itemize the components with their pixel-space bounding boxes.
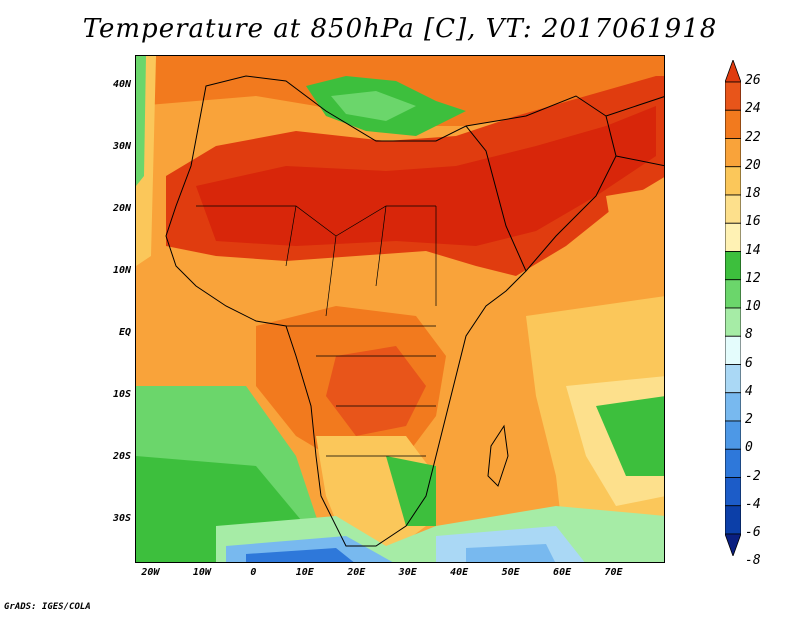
colorbar-tick-label: 12	[745, 270, 761, 286]
colorbar-tick-label: 4	[745, 383, 753, 399]
colorbar-tick-label: -4	[745, 496, 761, 512]
lon-tick-label: 30E	[398, 567, 417, 578]
lon-tick-label: 50E	[501, 567, 520, 578]
colorbar-tick-label: 26	[745, 73, 761, 88]
colorbar-swatch	[725, 335, 741, 365]
colorbar-swatch	[725, 477, 741, 507]
colorbar-tick-label: -2	[745, 468, 761, 484]
temperature-map	[135, 55, 665, 563]
colorbar-swatch	[725, 364, 741, 394]
colorbar-swatch	[725, 166, 741, 196]
arabia-coastline	[465, 95, 617, 272]
colorbar-swatch	[725, 81, 741, 111]
colorbar-swatch	[725, 194, 741, 224]
colorbar-swatch	[725, 420, 741, 450]
colorbar	[725, 60, 741, 556]
colorbar-tick-label: 22	[745, 129, 761, 145]
africa-coastline	[165, 75, 527, 547]
colorbar-tick-label: 18	[745, 186, 761, 201]
colorbar-swatch	[725, 448, 741, 478]
lon-tick-label: 10E	[295, 567, 314, 578]
lat-tick-label: EQ	[118, 326, 131, 338]
lon-tick-label: 20E	[347, 567, 366, 578]
colorbar-tick-label: 0	[745, 440, 753, 456]
colorbar-swatch	[725, 392, 741, 422]
colorbar-tick-label: 20	[745, 157, 761, 173]
footer-credit: GrADS: IGES/COLA	[4, 602, 91, 612]
colorbar-tick-label: 6	[745, 355, 753, 371]
colorbar-tick-label: 10	[745, 299, 761, 314]
colorbar-swatch	[725, 307, 741, 337]
colorbar-swatch	[725, 251, 741, 281]
lat-tick-label: 20S	[112, 450, 131, 462]
colorbar-tick-label: 24	[745, 101, 761, 117]
colorbar-swatch	[725, 533, 741, 556]
colorbar-swatch	[725, 279, 741, 309]
lat-tick-label: 10N	[112, 264, 131, 276]
colorbar-tick-label: -8	[745, 553, 761, 569]
lat-tick-label: 30S	[112, 512, 131, 524]
colorbar-tick-label: 16	[745, 214, 761, 230]
colorbar-swatch	[725, 505, 741, 535]
colorbar-swatch	[725, 222, 741, 252]
colorbar-swatch	[725, 109, 741, 139]
colorbar-tick-label: -6	[745, 525, 761, 540]
colorbar-tick-label: 2	[745, 412, 753, 427]
map-title: Temperature at 850hPa [C], VT: 201706191…	[82, 14, 718, 44]
lat-tick-label: 30N	[112, 140, 131, 152]
lon-tick-label: 20W	[141, 567, 160, 578]
colorbar-tick-label: 8	[745, 327, 753, 343]
lon-tick-label: 10W	[192, 567, 211, 578]
colorbar-swatch	[725, 60, 741, 83]
madagascar-outline	[487, 424, 509, 487]
country-borders	[196, 205, 437, 457]
lat-tick-label: 20N	[112, 202, 131, 214]
lat-tick-label: 10S	[112, 388, 131, 400]
colorbar-tick-label: 14	[745, 242, 761, 258]
lon-tick-label: 0	[250, 567, 257, 578]
colorbar-swatch	[725, 138, 741, 168]
lon-tick-label: 60E	[553, 567, 572, 578]
lon-tick-label: 40E	[450, 567, 469, 578]
lon-tick-label: 70E	[604, 567, 623, 578]
lat-tick-label: 40N	[112, 78, 131, 90]
